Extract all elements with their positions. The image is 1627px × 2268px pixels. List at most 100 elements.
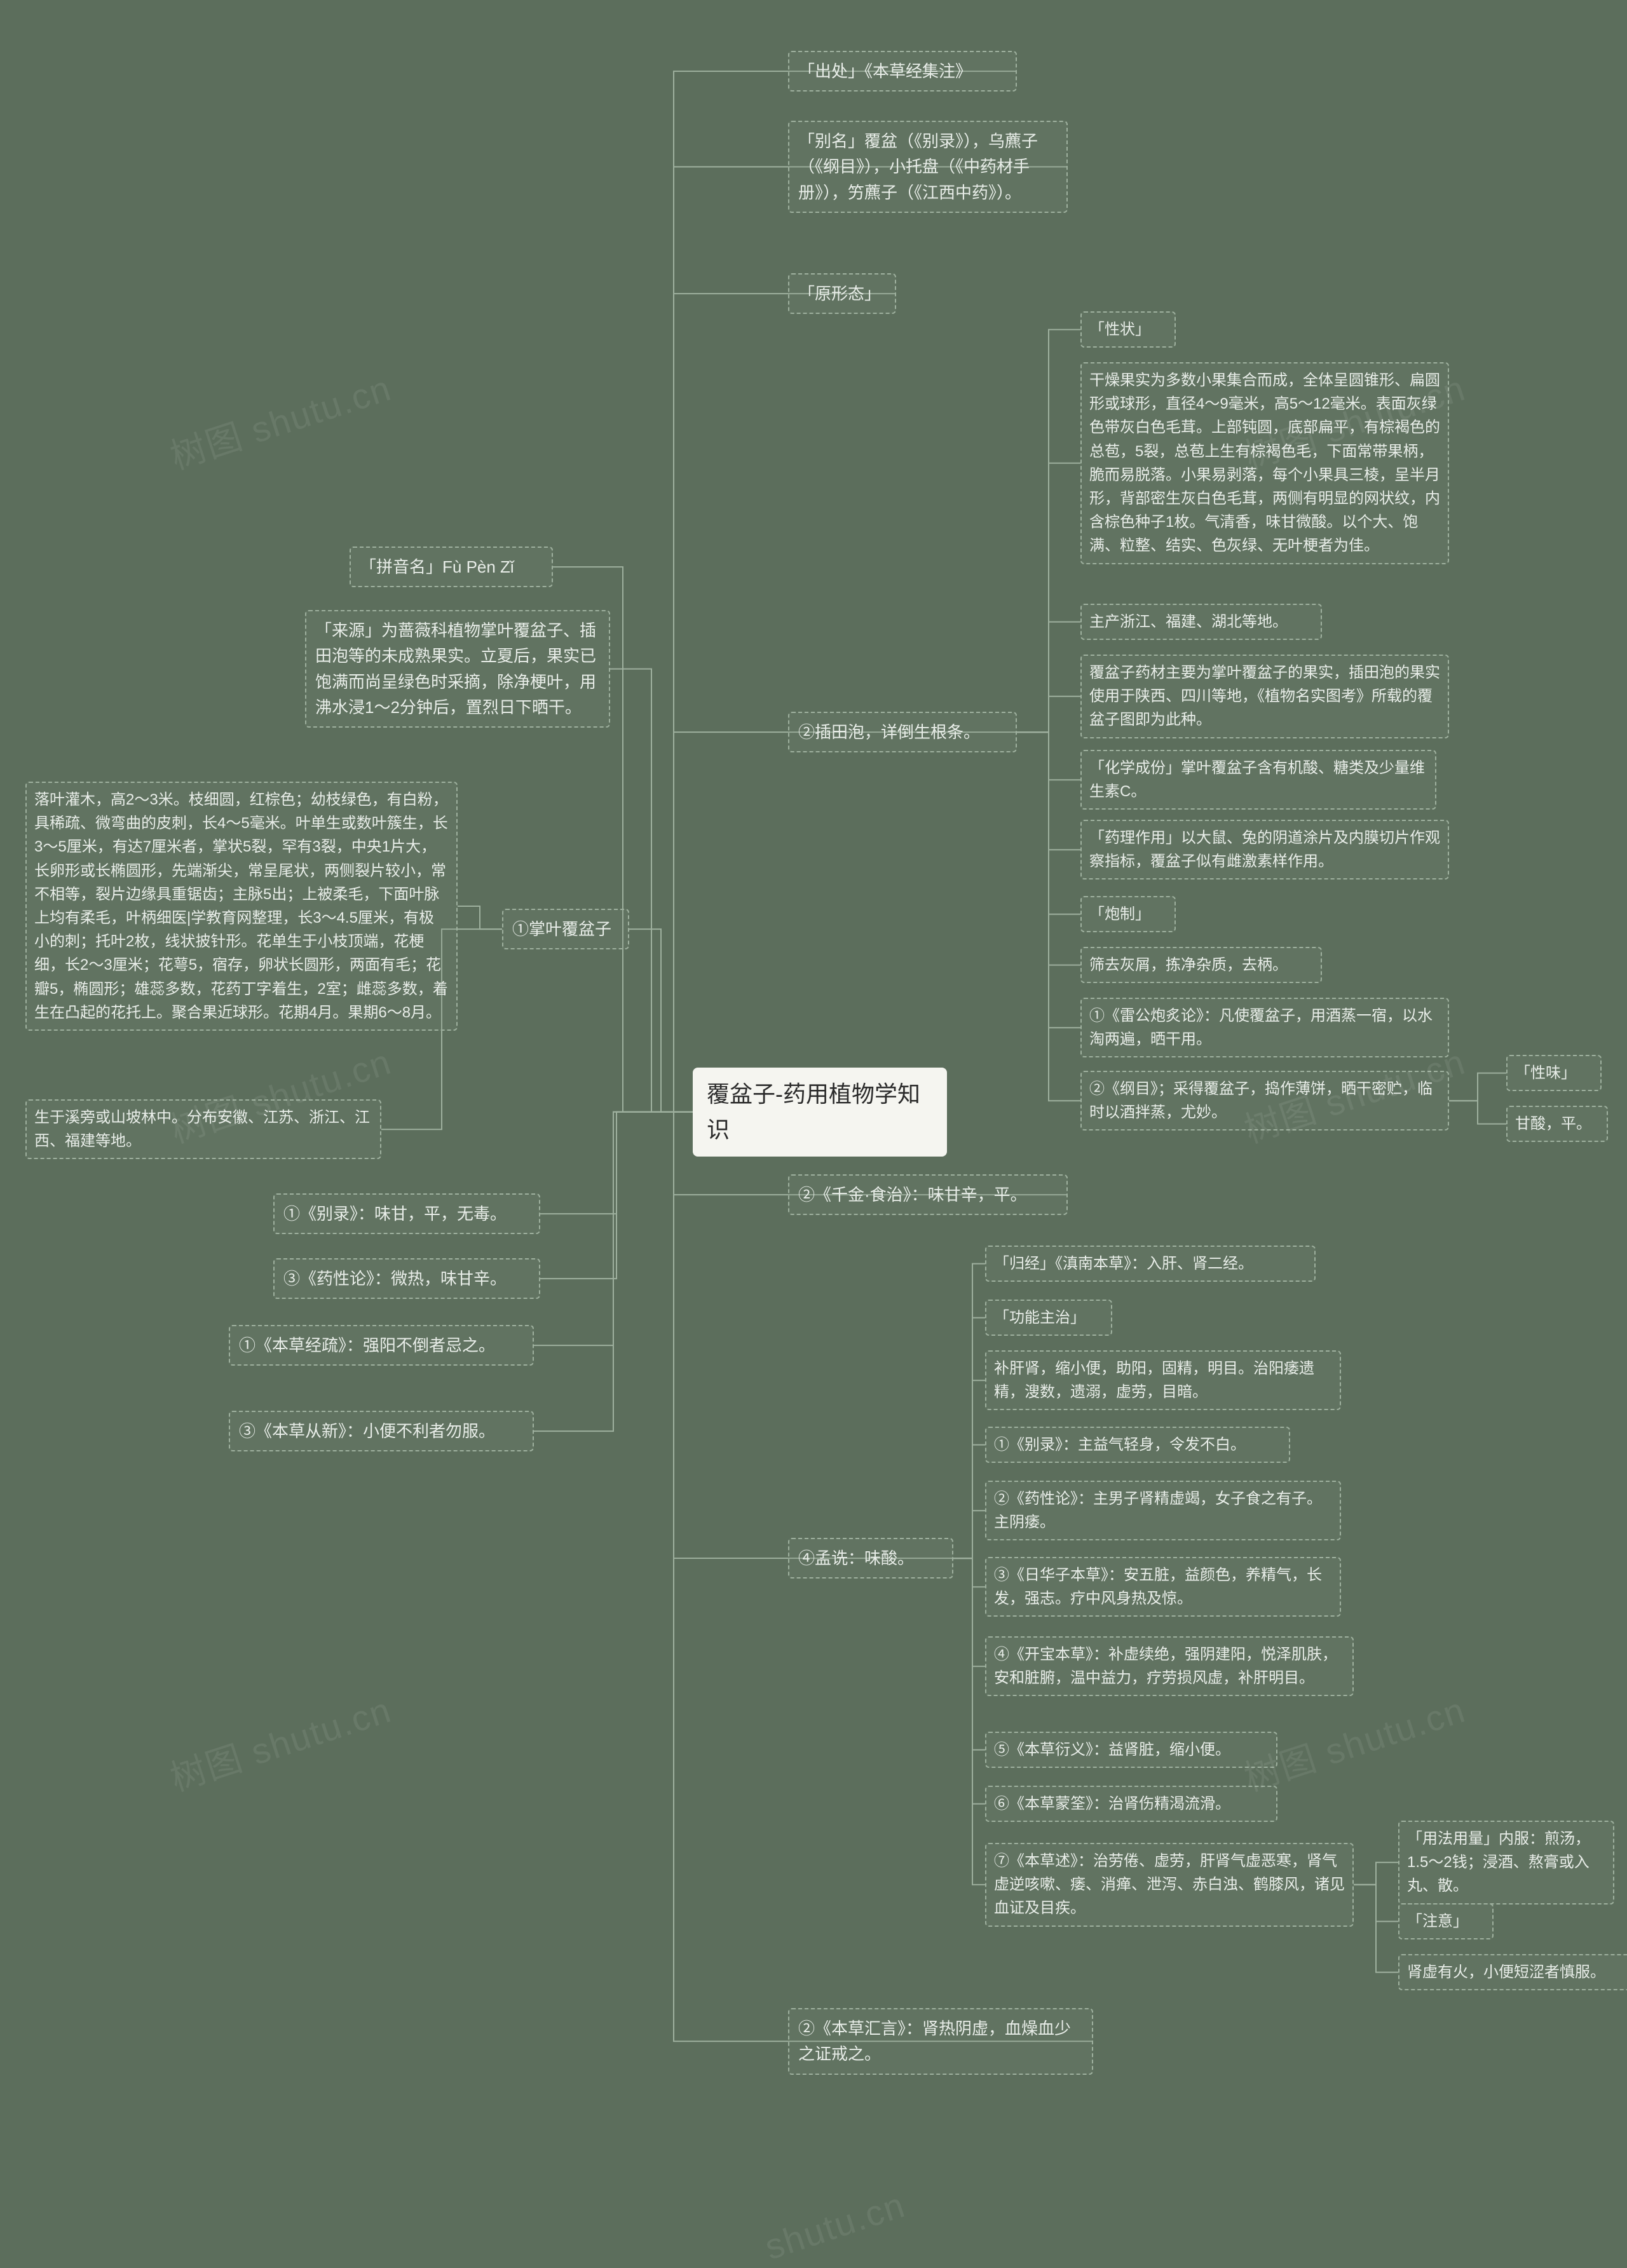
edge: [1017, 732, 1080, 780]
node-label: 「性状」: [1089, 321, 1150, 338]
node-label: 筛去灰屑，拣净杂质，去柄。: [1089, 956, 1288, 974]
edge: [953, 1318, 985, 1559]
mindmap-node[interactable]: ④孟诜：味酸。: [788, 1538, 953, 1579]
edge: [953, 1445, 985, 1559]
edge: [1017, 732, 1080, 965]
edge: [953, 1558, 985, 1749]
root-node[interactable]: 覆盆子-药用植物学知识: [693, 1068, 947, 1157]
node-label: 「原形态」: [798, 284, 881, 303]
mindmap-node[interactable]: 「功能主治」: [985, 1300, 1112, 1336]
node-label: 「炮制」: [1089, 906, 1150, 923]
mindmap-node[interactable]: 生于溪旁或山坡林中。分布安徽、江苏、浙江、江西、福建等地。: [25, 1099, 381, 1159]
edge: [953, 1558, 985, 1885]
mindmap-node[interactable]: ⑤《本草衍义》：益肾脏，缩小便。: [985, 1732, 1277, 1768]
edge: [953, 1558, 985, 1587]
edge: [534, 1112, 693, 1431]
node-label: ①《本草经疏》：强阳不倒者忌之。: [239, 1336, 495, 1355]
node-label: ②插田泡，详倒生根条。: [798, 723, 980, 742]
mindmap-node[interactable]: 「药理作用」以大鼠、兔的阴道涂片及内膜切片作观察指标，覆盆子似有雌激素样作用。: [1080, 820, 1449, 879]
mindmap-node[interactable]: ⑦《本草述》：治劳倦、虚劳，肝肾气虚恶寒，肾气虚逆咳嗽、痿、消瘅、泄泻、赤白浊、…: [985, 1843, 1354, 1927]
watermark: shutu.cn: [760, 2183, 911, 2267]
node-label: ①《别录》：味甘，平，无毒。: [283, 1204, 507, 1223]
edge: [1449, 1073, 1506, 1101]
edge: [1017, 732, 1080, 1101]
mindmap-node[interactable]: ②《药性论》：主男子肾精虚竭，女子食之有子。主阴痿。: [985, 1481, 1341, 1540]
mindmap-node[interactable]: 「性状」: [1080, 311, 1176, 348]
edge: [953, 1558, 985, 1803]
mindmap-node[interactable]: ②《千金·食治》：味甘辛，平。: [788, 1174, 1068, 1215]
node-label: ③《本草从新》：小便不利者勿服。: [239, 1422, 495, 1441]
edge: [1017, 732, 1080, 850]
mindmap-node[interactable]: 「性味」: [1506, 1055, 1602, 1091]
mindmap-node[interactable]: 补肝肾，缩小便，助阳，固精，明目。治阳痿遗精，溲数，遗溺，虚劳，目暗。: [985, 1350, 1341, 1410]
mindmap-node[interactable]: ⑥《本草蒙筌》：治肾伤精渴流滑。: [985, 1786, 1277, 1822]
mindmap-node[interactable]: 干燥果实为多数小果集合而成，全体呈圆锥形、扁圆形或球形，直径4～9毫米，高5～1…: [1080, 362, 1449, 564]
node-label: 主产浙江、福建、湖北等地。: [1089, 613, 1288, 630]
edge: [629, 929, 693, 1112]
edge: [1354, 1885, 1398, 1973]
mindmap-node[interactable]: 主产浙江、福建、湖北等地。: [1080, 604, 1322, 640]
edge: [674, 732, 1017, 1112]
mindmap-node[interactable]: ②插田泡，详倒生根条。: [788, 712, 1017, 752]
mindmap-node[interactable]: 「归经」《滇南本草》：入肝、肾二经。: [985, 1246, 1316, 1282]
mindmap-node[interactable]: ③《日华子本草》：安五脏，益颜色，养精气，长发，强志。疗中风身热及惊。: [985, 1557, 1341, 1617]
node-label: ①《别录》：主益气轻身，令发不白。: [994, 1436, 1246, 1453]
mindmap-node[interactable]: 「来源」为蔷薇科植物掌叶覆盆子、插田泡等的未成熟果实。立夏后，果实已饱满而尚呈绿…: [305, 610, 610, 728]
mindmap-node[interactable]: ③《药性论》：微热，味甘辛。: [273, 1258, 540, 1299]
mindmap-node[interactable]: 「炮制」: [1080, 896, 1176, 932]
mindmap-node[interactable]: 「用法用量」内服：煎汤，1.5～2钱；浸酒、熬膏或入丸、散。: [1398, 1821, 1614, 1905]
node-label: 肾虚有火，小便短涩者慎服。: [1407, 1964, 1605, 1981]
node-label: 补肝肾，缩小便，助阳，固精，明目。治阳痿遗精，溲数，遗溺，虚劳，目暗。: [994, 1360, 1314, 1401]
mindmap-node[interactable]: 「原形态」: [788, 273, 896, 314]
node-label: ⑦《本草述》：治劳倦、虚劳，肝肾气虚恶寒，肾气虚逆咳嗽、痿、消瘅、泄泻、赤白浊、…: [994, 1852, 1345, 1917]
node-label: 甘酸，平。: [1515, 1115, 1591, 1132]
edge: [674, 71, 1017, 1112]
edge: [1017, 463, 1080, 732]
node-label: ②《本草汇言》：肾热阴虚，血燥血少之证戒之。: [798, 2019, 1071, 2063]
edge: [1354, 1863, 1398, 1885]
node-label: 「性味」: [1515, 1064, 1576, 1082]
node-label: ①《雷公炮炙论》：凡使覆盆子，用酒蒸一宿，以水淘两遍，晒干用。: [1089, 1007, 1433, 1048]
node-label: ①掌叶覆盆子: [512, 920, 611, 939]
edge: [953, 1264, 985, 1559]
mindmap-node[interactable]: ①《别录》：主益气轻身，令发不白。: [985, 1427, 1290, 1463]
edge: [953, 1511, 985, 1558]
mindmap-node[interactable]: ②《纲目》；采得覆盆子，捣作薄饼，晒干密贮，临时以酒拌蒸，尤妙。: [1080, 1071, 1449, 1131]
mindmap-node[interactable]: ①掌叶覆盆子: [502, 909, 629, 949]
mindmap-node[interactable]: ③《本草从新》：小便不利者勿服。: [229, 1411, 534, 1451]
mindmap-node[interactable]: 落叶灌木，高2～3米。枝细圆，红棕色；幼枝绿色，有白粉，具稀疏、微弯曲的皮刺，长…: [25, 782, 458, 1031]
node-label: 「别名」覆盆（《别录》），乌藨子（《纲目》），小托盘（《中药材手册》），竻藨子（…: [798, 132, 1038, 202]
mindmap-node[interactable]: 「出处」《本草经集注》: [788, 51, 1017, 92]
mindmap-node[interactable]: 筛去灰屑，拣净杂质，去柄。: [1080, 947, 1322, 983]
edge: [534, 1112, 693, 1345]
edge: [674, 294, 896, 1112]
mindmap-node[interactable]: 甘酸，平。: [1506, 1106, 1608, 1142]
edge: [1449, 1101, 1506, 1124]
mindmap-node[interactable]: ①《本草经疏》：强阳不倒者忌之。: [229, 1325, 534, 1366]
node-label: ②《药性论》：主男子肾精虚竭，女子食之有子。主阴痿。: [994, 1490, 1322, 1531]
node-label: 「功能主治」: [994, 1309, 1086, 1326]
node-label: ②《千金·食治》：味甘辛，平。: [798, 1185, 1027, 1204]
mindmap-node[interactable]: 「拼音名」Fù Pèn Zǐ: [350, 547, 553, 587]
node-label: 覆盆子药材主要为掌叶覆盆子的果实，插田泡的果实使用于陕西、四川等地，《植物名实图…: [1089, 664, 1440, 728]
node-label: ④《开宝本草》：补虚续绝，强阴建阳，悦泽肌肤，安和脏腑，温中益力，疗劳损风虚，补…: [994, 1646, 1337, 1687]
edge: [458, 906, 502, 929]
edge: [610, 669, 693, 1112]
mindmap-node[interactable]: ②《本草汇言》：肾热阴虚，血燥血少之证戒之。: [788, 2008, 1093, 2075]
node-label: 生于溪旁或山坡林中。分布安徽、江苏、浙江、江西、福建等地。: [34, 1109, 370, 1150]
mindmap-node[interactable]: ①《别录》：味甘，平，无毒。: [273, 1193, 540, 1234]
mindmap-node[interactable]: ①《雷公炮炙论》：凡使覆盆子，用酒蒸一宿，以水淘两遍，晒干用。: [1080, 998, 1449, 1057]
mindmap-node[interactable]: 肾虚有火，小便短涩者慎服。: [1398, 1954, 1627, 1990]
mindmap-node[interactable]: 覆盆子药材主要为掌叶覆盆子的果实，插田泡的果实使用于陕西、四川等地，《植物名实图…: [1080, 655, 1449, 738]
watermark: 树图 shutu.cn: [163, 360, 397, 480]
edge: [1017, 696, 1080, 732]
mindmap-node[interactable]: 「别名」覆盆（《别录》），乌藨子（《纲目》），小托盘（《中药材手册》），竻藨子（…: [788, 121, 1068, 213]
mindmap-node[interactable]: 「化学成份」掌叶覆盆子含有机酸、糖类及少量维生素C。: [1080, 750, 1436, 810]
mindmap-node[interactable]: 「注意」: [1398, 1903, 1494, 1939]
node-label: ③《药性论》：微热，味甘辛。: [283, 1269, 507, 1288]
node-label: 「药理作用」以大鼠、兔的阴道涂片及内膜切片作观察指标，覆盆子似有雌激素样作用。: [1089, 829, 1440, 870]
node-label: 「归经」《滇南本草》：入肝、肾二经。: [994, 1255, 1253, 1272]
mindmap-node[interactable]: ④《开宝本草》：补虚续绝，强阴建阳，悦泽肌肤，安和脏腑，温中益力，疗劳损风虚，补…: [985, 1636, 1354, 1696]
edge: [1017, 622, 1080, 733]
node-label: 落叶灌木，高2～3米。枝细圆，红棕色；幼枝绿色，有白粉，具稀疏、微弯曲的皮刺，长…: [34, 791, 448, 1021]
